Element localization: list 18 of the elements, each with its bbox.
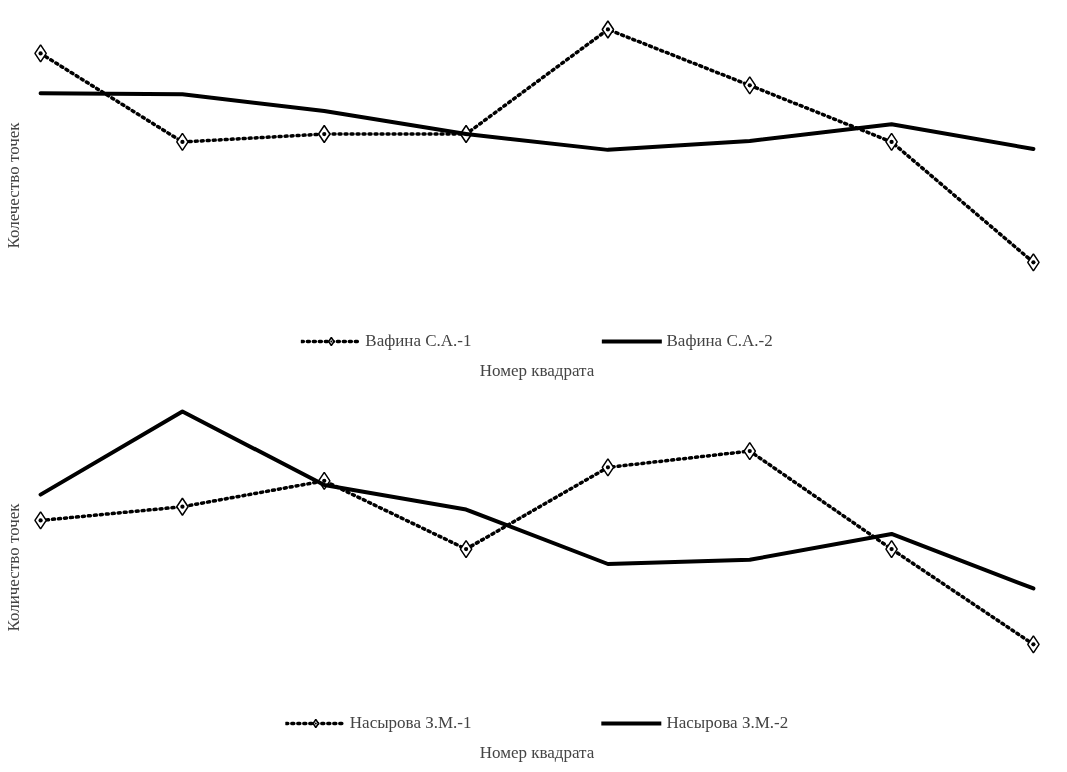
point: [601, 458, 615, 477]
x-axis-title: Номер квадрата: [479, 360, 595, 380]
point: [459, 539, 473, 559]
legend-label: Насырова З.М.-1: [349, 713, 472, 733]
point: [34, 511, 48, 530]
y-axis-title: Количество точек: [3, 502, 23, 632]
point: [1026, 253, 1040, 272]
x-axis-title: Номер квадрата: [479, 742, 595, 762]
legend-label: Вафина С.А.-1: [365, 331, 472, 351]
point: [1026, 635, 1040, 654]
point: [743, 441, 757, 461]
point: [601, 20, 615, 39]
point: [743, 76, 757, 95]
legend-label: Насырова З.М.-2: [666, 713, 789, 733]
point: [34, 44, 48, 63]
y-axis-title: Колечество точек: [3, 121, 23, 249]
point: [317, 124, 331, 144]
legend-label: Вафина С.А.-2: [666, 331, 773, 351]
